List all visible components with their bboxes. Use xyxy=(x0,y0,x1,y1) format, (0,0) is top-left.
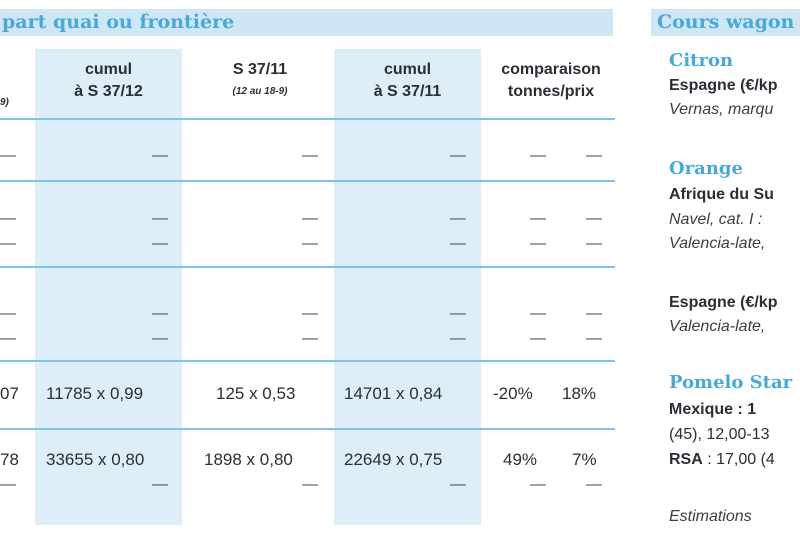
dash-cell: — xyxy=(450,147,466,164)
dash-cell: — xyxy=(0,210,16,227)
rule xyxy=(0,266,615,268)
table-title: part quai ou frontière xyxy=(2,11,235,33)
dash-cell: — xyxy=(302,476,318,493)
dash-cell: — xyxy=(530,210,546,227)
dash-cell: — xyxy=(152,476,168,493)
dash-cell: — xyxy=(586,476,602,493)
dash-cell: — xyxy=(152,210,168,227)
dash-cell: — xyxy=(530,330,546,347)
sidebar-vernas: Vernas, marqu xyxy=(669,101,774,118)
dash-cell: — xyxy=(0,305,16,322)
cell: 7% xyxy=(572,450,597,469)
sidebar-valencia-2: Valencia-late, xyxy=(669,318,766,335)
cell: 07 xyxy=(0,384,19,403)
col2-header-sub: (12 au 18-9) xyxy=(232,86,288,97)
col2-header: S 37/11 (12 au 18-9) xyxy=(190,59,330,103)
dash-cell: — xyxy=(152,305,168,322)
col4-header: comparaison tonnes/prix xyxy=(486,59,616,103)
sidebar-rsa: RSA xyxy=(669,451,703,468)
sidebar-espagne-2: Espagne (€/kp xyxy=(669,294,778,311)
dash-cell: — xyxy=(0,330,16,347)
col3-header-line2: à S 37/11 xyxy=(373,83,442,100)
dash-cell: — xyxy=(152,330,168,347)
cell: -20% xyxy=(493,384,533,403)
dash-cell: — xyxy=(530,147,546,164)
sidebar-rsa-line: RSA : 17,00 (4 xyxy=(669,451,775,469)
dash-cell: — xyxy=(152,147,168,164)
dash-cell: — xyxy=(302,147,318,164)
cell: 33655 x 0,80 xyxy=(46,450,145,469)
col4-header-line2: tonnes/prix xyxy=(507,83,595,100)
cell: 22649 x 0,75 xyxy=(344,450,443,469)
sidebar-valencia-1: Valencia-late, xyxy=(669,235,766,252)
sidebar-mexique-prices: (45), 12,00-13 xyxy=(669,426,770,443)
sidebar-estimations: Estimations xyxy=(669,508,752,525)
dash-cell: — xyxy=(450,305,466,322)
dash-cell: — xyxy=(302,235,318,252)
dash-cell: — xyxy=(0,235,16,252)
sidebar-citron-heading: Citron xyxy=(669,50,734,71)
shaded-column-cumul-11 xyxy=(334,49,481,525)
rule xyxy=(0,180,615,182)
sidebar-navel: Navel, cat. I : xyxy=(669,211,763,228)
col2-header-line1: S 37/11 xyxy=(232,61,288,78)
dash-cell: — xyxy=(530,235,546,252)
col1-header-line1: cumul xyxy=(84,61,133,78)
cell: 18% xyxy=(562,384,597,403)
dash-cell: — xyxy=(586,147,602,164)
rule xyxy=(0,360,615,362)
dash-cell: — xyxy=(152,235,168,252)
dash-cell: — xyxy=(450,330,466,347)
cell: 125 x 0,53 xyxy=(216,384,296,403)
sidebar-espagne-1: Espagne (€/kp xyxy=(669,77,778,94)
dash-cell: — xyxy=(302,330,318,347)
sidebar-rsa-price: : 17,00 (4 xyxy=(702,451,775,468)
dash-cell: — xyxy=(302,305,318,322)
cell: 14701 x 0,84 xyxy=(344,384,443,403)
dash-cell: — xyxy=(586,305,602,322)
cell: 78 xyxy=(0,450,19,469)
dash-cell: — xyxy=(450,210,466,227)
sidebar-pomelo-heading: Pomelo Star xyxy=(669,372,793,393)
col4-header-line1: comparaison xyxy=(501,61,601,78)
sidebar-title-band: Cours wagon xyxy=(651,9,800,36)
dash-cell: — xyxy=(530,305,546,322)
col3-header: cumul à S 37/11 xyxy=(334,59,481,103)
shaded-column-cumul-12 xyxy=(35,49,182,525)
dash-cell: — xyxy=(450,476,466,493)
col1-header: cumul à S 37/12 xyxy=(35,59,182,103)
dash-cell: — xyxy=(0,147,16,164)
sidebar-mexique: Mexique : 1 xyxy=(669,401,757,418)
dash-cell: — xyxy=(586,330,602,347)
rule xyxy=(0,118,615,120)
table-title-band: part quai ou frontière xyxy=(0,9,613,36)
sidebar-afrique: Afrique du Su xyxy=(669,186,774,203)
cell: 49% xyxy=(503,450,538,469)
dash-cell: — xyxy=(450,235,466,252)
col1-header-line2: à S 37/12 xyxy=(74,83,143,100)
dash-cell: — xyxy=(530,476,546,493)
col0-subheader: 9) xyxy=(0,97,9,108)
cell: 1898 x 0,80 xyxy=(204,450,293,469)
dash-cell: — xyxy=(0,476,16,493)
dash-cell: — xyxy=(586,210,602,227)
rule xyxy=(0,428,615,430)
cell: 11785 x 0,99 xyxy=(46,384,144,403)
sidebar-title: Cours wagon xyxy=(657,11,795,33)
dash-cell: — xyxy=(586,235,602,252)
sidebar-orange-heading: Orange xyxy=(669,158,743,179)
col3-header-line1: cumul xyxy=(383,61,432,78)
dash-cell: — xyxy=(302,210,318,227)
